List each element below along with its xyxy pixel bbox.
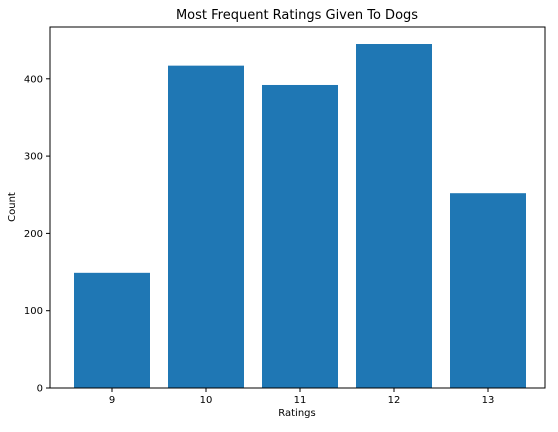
x-tick-label-11: 11 bbox=[294, 395, 307, 406]
x-tick-label-12: 12 bbox=[388, 395, 401, 406]
bar-12 bbox=[356, 44, 432, 389]
y-tick-label-100: 100 bbox=[24, 306, 43, 317]
x-tick-label-9: 9 bbox=[109, 395, 115, 406]
bar-11 bbox=[262, 84, 338, 389]
bar-10 bbox=[168, 65, 244, 388]
y-tick-label-200: 200 bbox=[24, 229, 43, 240]
y-axis-label: Count bbox=[7, 192, 18, 222]
x-axis-label: Ratings bbox=[278, 408, 315, 419]
x-tick-label-13: 13 bbox=[482, 395, 495, 406]
chart-title: Most Frequent Ratings Given To Dogs bbox=[176, 8, 418, 23]
y-tick-label-0: 0 bbox=[37, 384, 43, 395]
x-tick-label-10: 10 bbox=[200, 395, 213, 406]
y-tick-label-300: 300 bbox=[24, 152, 43, 163]
y-tick-label-400: 400 bbox=[24, 74, 43, 85]
plot-area-frame bbox=[49, 26, 546, 389]
bar-9 bbox=[74, 272, 150, 388]
x-axis-ticks: 9 10 11 12 13 bbox=[109, 388, 495, 406]
bars-layer bbox=[74, 44, 526, 389]
y-axis-ticks: 0 100 200 300 400 bbox=[24, 74, 50, 395]
bar-13 bbox=[450, 193, 526, 388]
